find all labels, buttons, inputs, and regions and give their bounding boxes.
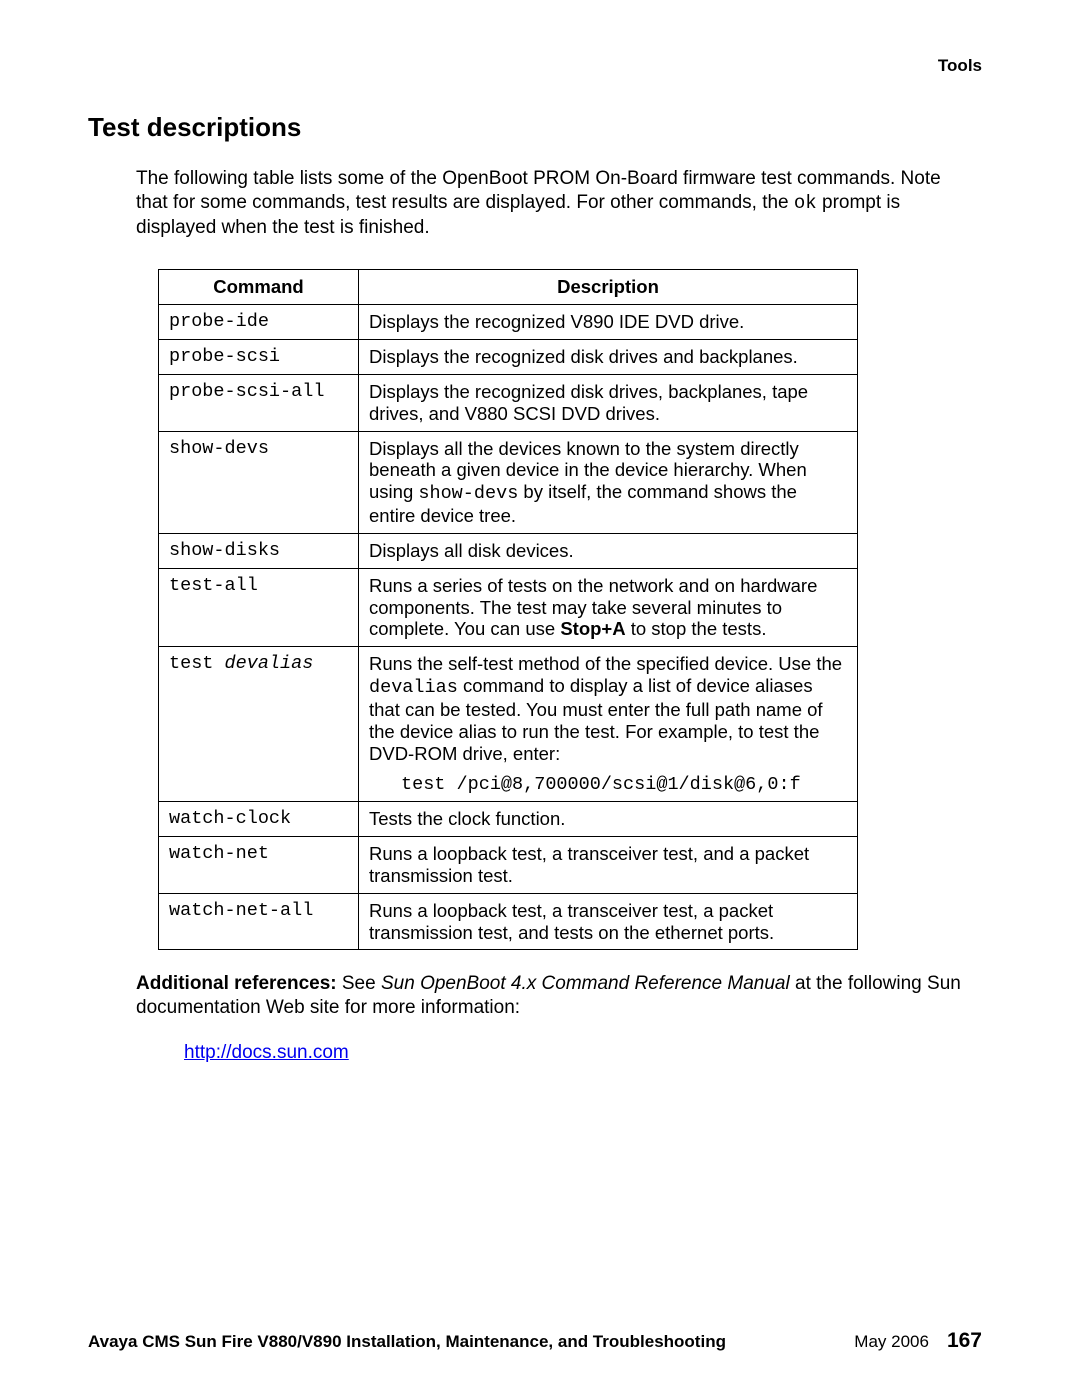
desc-cell: Runs a series of tests on the network an… — [359, 568, 858, 646]
header-section: Tools — [938, 56, 982, 76]
desc-example: test /pci@8,700000/scsi@1/disk@6,0:f — [369, 774, 847, 795]
intro-paragraph: The following table lists some of the Op… — [136, 167, 976, 239]
desc-text: Tests the clock function. — [369, 808, 847, 830]
reference-link[interactable]: http://docs.sun.com — [184, 1042, 349, 1063]
document-page: Tools Test descriptions The following ta… — [0, 0, 1080, 1397]
footer-date: May 2006 — [854, 1332, 929, 1352]
table-row: test devalias Runs the self-test method … — [159, 647, 858, 802]
table-row: probe-scsi-all Displays the recognized d… — [159, 374, 858, 431]
cmd-cell: probe-scsi — [159, 340, 359, 375]
desc-text: Displays the recognized disk drives, bac… — [369, 381, 847, 425]
refs-label: Additional references: — [136, 973, 337, 994]
refs-ital: Sun OpenBoot 4.x Command Reference Manua… — [381, 973, 790, 994]
table-row: watch-net-all Runs a loopback test, a tr… — [159, 893, 858, 950]
cmd-cell: probe-ide — [159, 305, 359, 340]
desc-cell: Displays the recognized disk drives and … — [359, 340, 858, 375]
cmd-cell: watch-clock — [159, 802, 359, 837]
page-title: Test descriptions — [88, 112, 984, 143]
table-row: probe-ide Displays the recognized V890 I… — [159, 305, 858, 340]
footer-page-number: 167 — [947, 1329, 982, 1353]
desc-cell: Runs a loopback test, a transceiver test… — [359, 893, 858, 950]
desc-text: Displays the recognized V890 IDE DVD dri… — [369, 311, 847, 333]
col-description: Description — [359, 270, 858, 305]
table-row: show-disks Displays all disk devices. — [159, 533, 858, 568]
page-footer: Avaya CMS Sun Fire V880/V890 Installatio… — [88, 1329, 982, 1353]
reference-link-block: http://docs.sun.com — [184, 1042, 984, 1064]
cmd-cell: probe-scsi-all — [159, 374, 359, 431]
desc-cell: Displays the recognized disk drives, bac… — [359, 374, 858, 431]
cmd-cell: show-disks — [159, 533, 359, 568]
desc-text: Runs a series of tests on the network an… — [369, 575, 847, 640]
table-header-row: Command Description — [159, 270, 858, 305]
desc-cell: Displays the recognized V890 IDE DVD dri… — [359, 305, 858, 340]
desc-cell: Runs the self-test method of the specifi… — [359, 647, 858, 802]
desc-text: Runs a loopback test, a transceiver test… — [369, 843, 847, 887]
table-row: test-all Runs a series of tests on the n… — [159, 568, 858, 646]
table-row: watch-net Runs a loopback test, a transc… — [159, 837, 858, 894]
col-command: Command — [159, 270, 359, 305]
cmd-cell: test-all — [159, 568, 359, 646]
desc-text: Runs a loopback test, a transceiver test… — [369, 900, 847, 944]
desc-text: Displays all the devices known to the sy… — [369, 438, 847, 527]
desc-pre: Runs the self-test method of the specifi… — [369, 653, 842, 674]
table-row: probe-scsi Displays the recognized disk … — [159, 340, 858, 375]
desc-cell: Displays all disk devices. — [359, 533, 858, 568]
desc-code: show-devs — [418, 483, 518, 504]
references-paragraph: Additional references: See Sun OpenBoot … — [136, 972, 976, 1020]
desc-cell: Tests the clock function. — [359, 802, 858, 837]
refs-pre: See — [337, 973, 381, 994]
commands-table: Command Description probe-ide Displays t… — [158, 269, 858, 950]
cmd-pre: test — [169, 653, 225, 674]
cmd-ital: devalias — [225, 653, 314, 674]
cmd-cell: watch-net — [159, 837, 359, 894]
cmd-cell: watch-net-all — [159, 893, 359, 950]
desc-code: devalias — [369, 677, 458, 698]
table-row: show-devs Displays all the devices known… — [159, 431, 858, 533]
desc-text: Displays the recognized disk drives and … — [369, 346, 847, 368]
desc-post: to stop the tests. — [626, 618, 767, 639]
desc-cell: Displays all the devices known to the sy… — [359, 431, 858, 533]
cmd-cell: test devalias — [159, 647, 359, 802]
footer-title: Avaya CMS Sun Fire V880/V890 Installatio… — [88, 1332, 854, 1352]
intro-code: ok — [794, 192, 817, 214]
cmd-cell: show-devs — [159, 431, 359, 533]
table-row: watch-clock Tests the clock function. — [159, 802, 858, 837]
desc-text: Displays all disk devices. — [369, 540, 847, 562]
desc-text: Runs the self-test method of the specifi… — [369, 653, 847, 764]
desc-cell: Runs a loopback test, a transceiver test… — [359, 837, 858, 894]
desc-bold: Stop+A — [560, 618, 625, 639]
